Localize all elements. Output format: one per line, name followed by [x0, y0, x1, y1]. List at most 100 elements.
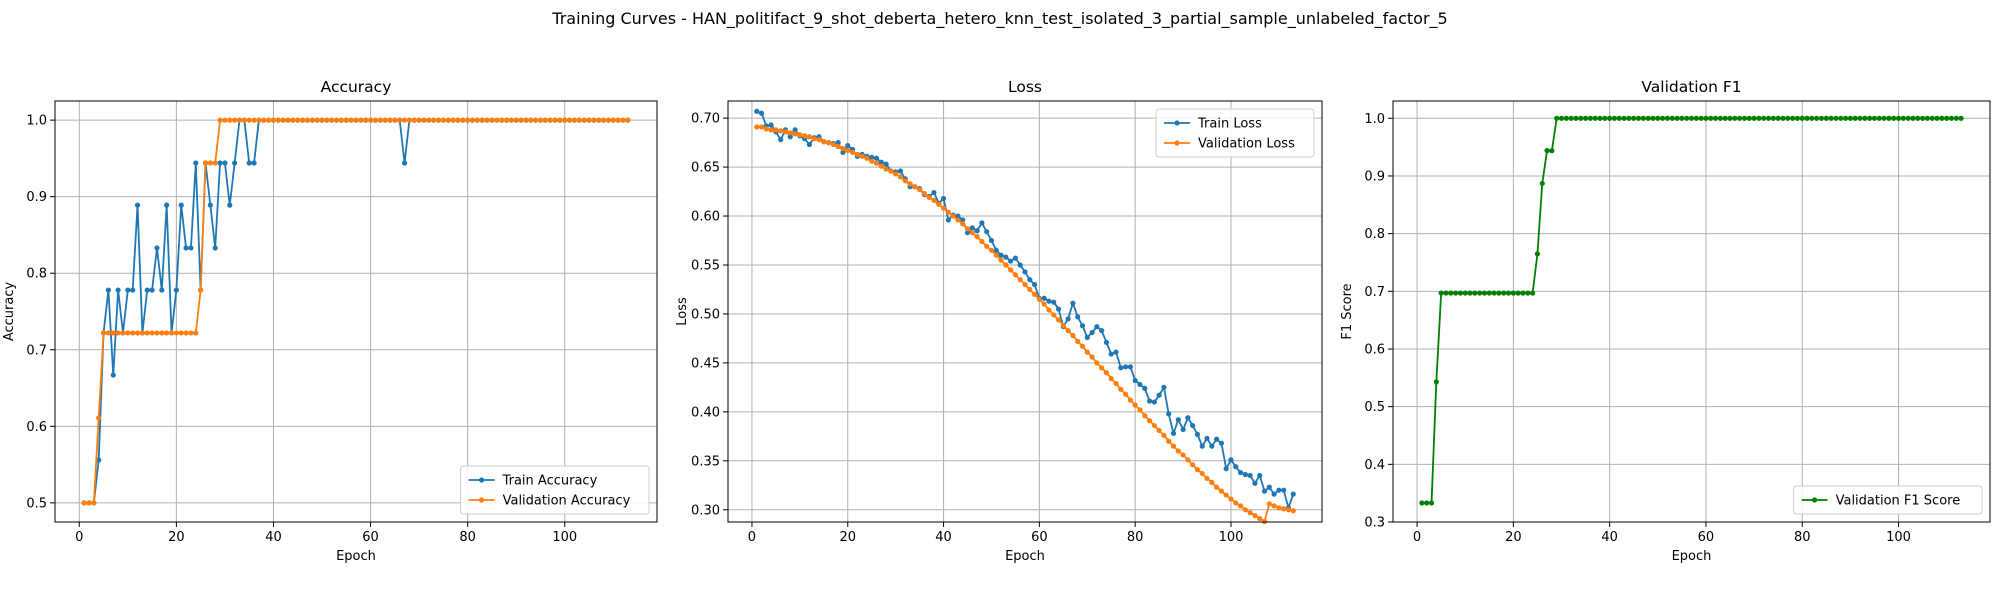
data-point: [754, 108, 760, 114]
data-point: [1281, 487, 1287, 493]
data-point: [1132, 377, 1138, 384]
data-point: [1616, 115, 1622, 121]
data-point: [1684, 115, 1690, 121]
data-point: [940, 195, 947, 202]
data-point: [1156, 427, 1162, 434]
data-point: [479, 117, 485, 123]
data-point: [1770, 115, 1776, 121]
data-point: [1828, 115, 1834, 121]
data-point: [778, 137, 784, 143]
data-point: [499, 117, 505, 123]
data-point: [1118, 386, 1124, 392]
data-point: [1496, 290, 1502, 296]
series-validation-f1-score: [1419, 115, 1964, 506]
data-point: [207, 160, 213, 166]
data-point: [902, 178, 908, 184]
data-point: [246, 117, 252, 123]
data-point: [261, 117, 267, 123]
data-point: [984, 229, 990, 235]
data-point: [758, 110, 765, 116]
data-point: [1257, 515, 1263, 522]
data-point: [1137, 381, 1143, 388]
data-point: [840, 145, 846, 152]
data-point: [338, 117, 345, 123]
data-point: [1563, 115, 1569, 121]
data-point: [1457, 290, 1463, 296]
legend-marker: [479, 497, 485, 503]
data-point: [1170, 443, 1177, 449]
data-point: [849, 149, 856, 155]
data-point: [232, 160, 238, 166]
data-point: [1055, 306, 1062, 312]
data-point: [1084, 334, 1090, 341]
legend-entry: Validation Loss: [1164, 137, 1295, 152]
data-point: [787, 134, 793, 140]
data-point: [445, 117, 451, 123]
data-point: [1214, 484, 1220, 490]
data-point: [1175, 448, 1181, 454]
chart-title: Loss: [1008, 78, 1042, 96]
data-point: [222, 160, 228, 166]
data-point: [873, 160, 880, 166]
data-point: [1703, 115, 1709, 121]
data-point: [125, 287, 131, 293]
data-point: [1022, 269, 1028, 275]
chart-title: Validation F1: [1641, 78, 1741, 96]
data-point: [343, 117, 349, 123]
data-point: [601, 117, 607, 123]
data-point: [173, 330, 179, 336]
y-tick-label: 0.65: [691, 161, 720, 176]
data-point: [806, 141, 813, 148]
data-point: [154, 245, 160, 251]
data-point: [1534, 251, 1541, 257]
data-point: [768, 127, 774, 133]
data-point: [974, 234, 980, 240]
data-point: [931, 189, 937, 196]
data-point: [110, 372, 116, 378]
x-tick-label: 80: [1127, 530, 1144, 545]
data-point: [1166, 438, 1172, 444]
data-point: [1118, 365, 1124, 371]
data-point: [217, 117, 223, 123]
data-point: [845, 142, 851, 149]
data-point: [134, 330, 141, 336]
data-point: [1443, 290, 1449, 296]
data-point: [1780, 115, 1786, 121]
data-point: [1151, 422, 1157, 429]
data-point: [912, 184, 918, 190]
data-point: [149, 330, 155, 336]
data-point: [1290, 491, 1296, 497]
data-point: [295, 117, 301, 123]
data-point: [1852, 115, 1858, 121]
data-point: [1717, 115, 1723, 121]
data-point: [816, 137, 822, 143]
data-point: [227, 202, 233, 208]
legend-entry: Train Loss: [1164, 117, 1262, 132]
data-point: [1505, 290, 1512, 296]
data-point: [1838, 115, 1844, 121]
x-tick-label: 100: [1886, 530, 1911, 545]
data-point: [854, 151, 860, 157]
data-point: [1530, 290, 1536, 296]
x-tick-label: 0: [75, 530, 83, 545]
x-tick-label: 20: [1505, 530, 1522, 545]
data-point: [596, 117, 602, 123]
data-point: [1237, 503, 1244, 509]
data-point: [1242, 507, 1248, 513]
data-point: [503, 117, 510, 123]
data-point: [1915, 115, 1921, 121]
data-point: [300, 117, 306, 123]
data-point: [1679, 115, 1685, 121]
data-point: [1645, 115, 1651, 121]
data-point: [372, 117, 379, 123]
data-point: [993, 247, 999, 253]
data-point: [1867, 115, 1873, 121]
data-point: [193, 330, 199, 336]
data-point: [1833, 115, 1839, 121]
data-point: [1075, 314, 1081, 320]
axes-frame: [1392, 100, 1991, 523]
data-point: [950, 213, 956, 219]
data-point: [542, 117, 548, 123]
data-point: [1012, 272, 1019, 278]
data-point: [1031, 281, 1038, 288]
